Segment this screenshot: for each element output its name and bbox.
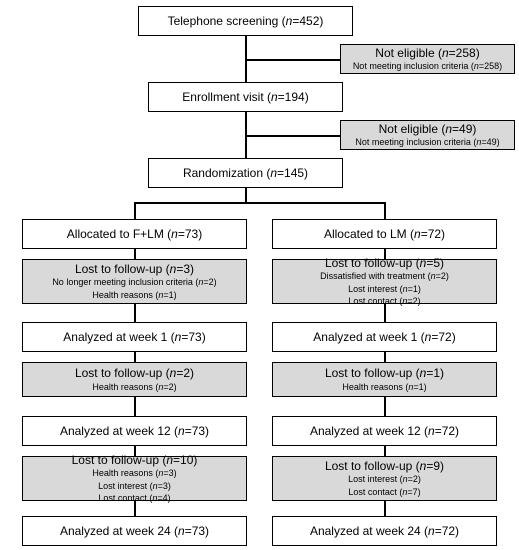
flow-node-ne1: Not eligible (n=258)Not meeting inclusio… [340,44,515,74]
flow-node-lfu1L: Lost to follow-up (n=3)No longer meeting… [22,259,247,304]
connector-line [384,501,386,516]
node-title: Analyzed at week 24 (n=72) [310,524,459,538]
connector-line [384,352,386,362]
node-subtext: Dissatisfied with treatment (n=2) [320,271,449,282]
flow-node-lfu1R: Lost to follow-up (n=5)Dissatisfied with… [272,259,497,304]
node-title: Lost to follow-up (n=3) [75,262,194,276]
node-title: Telephone screening (n=452) [168,14,324,28]
connector-line [134,249,136,259]
connector-line [134,352,136,362]
connector-line [384,202,386,219]
node-title: Lost to follow-up (n=2) [75,366,194,380]
node-subtext: Not meeting inclusion criteria (n=49) [355,137,499,148]
node-title: Randomization (n=145) [183,166,308,180]
flow-node-lfu2L: Lost to follow-up (n=2) Health reasons (n… [22,362,247,397]
node-subtext: Health reasons (n=3) [92,468,176,479]
node-title: Not eligible (n=258) [375,46,479,60]
node-subtext: Lost contact (n=4) [98,493,170,504]
flow-node-ne2: Not eligible (n=49)Not meeting inclusion… [340,120,515,150]
node-title: Not eligible (n=49) [379,122,477,136]
connector-line [384,397,386,416]
flow-node-allocR: Allocated to LM (n=72) [272,219,497,249]
node-subtext: Lost contact (n=7) [348,487,420,498]
connector-line [245,188,247,202]
node-subtext: Not meeting inclusion criteria (n=258) [353,61,502,72]
node-subtext: Lost contact (n=2) [348,296,420,307]
node-subtext: No longer meeting inclusion criteria (n=… [52,277,216,288]
node-title: Analyzed at week 12 (n=73) [60,424,209,438]
node-subtext: Health reasons (n=1) [342,382,426,393]
node-title: Analyzed at week 1 (n=72) [313,330,455,344]
node-subtext: Lost interest (n=3) [98,481,171,492]
connector-line [245,135,340,137]
flow-node-wk1L: Analyzed at week 1 (n=73) [22,322,247,352]
flow-node-rand: Randomization (n=145) [148,158,343,188]
flow-node-lfu3R: Lost to follow-up (n=9)Lost interest (n=… [272,456,497,501]
connector-line [134,202,385,204]
node-subtext: Health reasons (n=1) [92,290,176,301]
node-title: Lost to follow-up (n=5) [325,256,444,270]
flow-node-enroll: Enrollment visit (n=194) [148,82,343,112]
flowchart-canvas: Telephone screening (n=452) Not eligible … [0,0,519,550]
connector-line [384,446,386,456]
node-title: Analyzed at week 1 (n=73) [63,330,205,344]
flow-node-wk24R: Analyzed at week 24 (n=72) [272,516,497,546]
node-title: Analyzed at week 12 (n=72) [310,424,459,438]
flow-node-wk12R: Analyzed at week 12 (n=72) [272,416,497,446]
node-subtext: Health reasons (n=2) [92,382,176,393]
connector-line [134,397,136,416]
flow-node-screening: Telephone screening (n=452) [138,6,353,36]
flow-node-lfu3L: Lost to follow-up (n=10)Health reasons (… [22,456,247,501]
connector-line [134,304,136,322]
node-title: Allocated to F+LM (n=73) [67,227,202,241]
node-subtext: Lost interest (n=1) [348,284,421,295]
node-title: Lost to follow-up (n=9) [325,459,444,473]
connector-line [134,202,136,219]
node-title: Allocated to LM (n=72) [324,227,445,241]
node-title: Lost to follow-up (n=10) [72,453,198,467]
node-subtext: Lost interest (n=2) [348,474,421,485]
node-title: Lost to follow-up (n=1) [325,366,444,380]
flow-node-allocL: Allocated to F+LM (n=73) [22,219,247,249]
connector-line [245,59,340,61]
flow-node-wk1R: Analyzed at week 1 (n=72) [272,322,497,352]
node-title: Analyzed at week 24 (n=73) [60,524,209,538]
flow-node-wk24L: Analyzed at week 24 (n=73) [22,516,247,546]
flow-node-lfu2R: Lost to follow-up (n=1) Health reasons (n… [272,362,497,397]
node-title: Enrollment visit (n=194) [182,90,308,104]
flow-node-wk12L: Analyzed at week 12 (n=73) [22,416,247,446]
